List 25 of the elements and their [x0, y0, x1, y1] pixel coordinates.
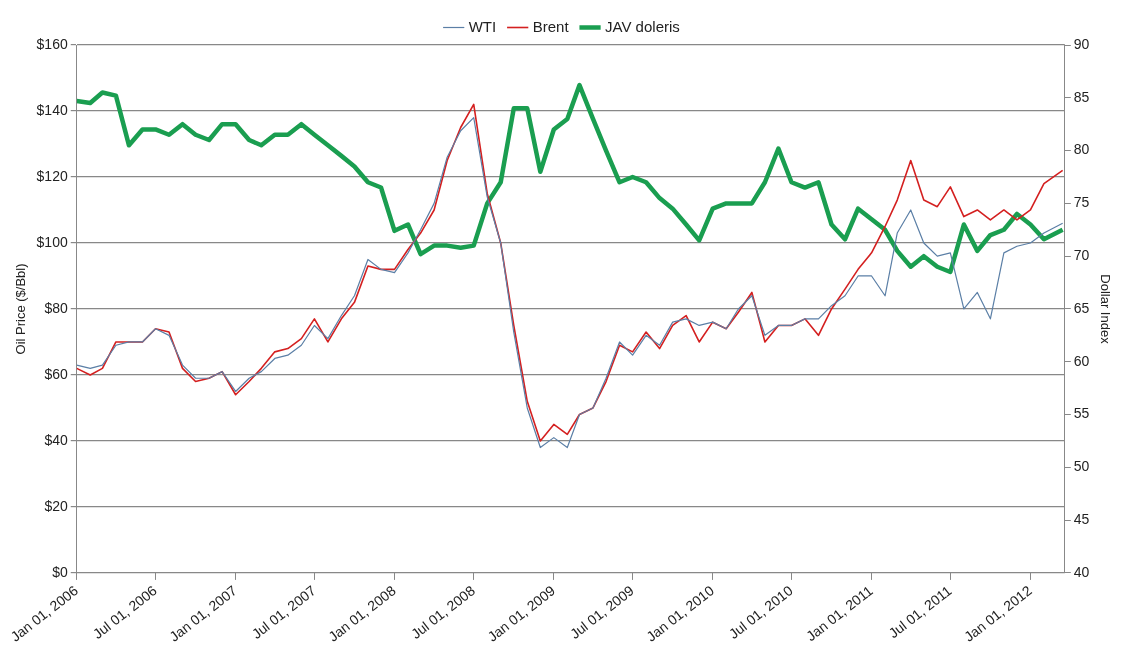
y2-tick-label: 70: [1073, 247, 1090, 264]
y-tick-label: $0: [52, 563, 68, 580]
y-tick-label: $20: [44, 497, 68, 514]
y2-axis-title: Dollar Index: [1097, 274, 1113, 345]
legend-label: WTI: [468, 17, 497, 35]
y-tick-label: $60: [44, 365, 68, 382]
y-tick-label: $140: [36, 101, 68, 118]
y2-tick-label: 60: [1073, 352, 1090, 369]
legend-label: Brent: [532, 17, 570, 35]
y2-tick-label: 80: [1073, 141, 1090, 158]
y-tick-label: $160: [36, 35, 68, 52]
y2-tick-label: 55: [1073, 405, 1090, 422]
y2-tick-label: 85: [1073, 88, 1090, 105]
y2-tick-label: 40: [1073, 563, 1090, 580]
y-tick-label: $80: [44, 299, 68, 316]
y2-tick-label: 50: [1073, 458, 1090, 475]
y2-tick-label: 90: [1073, 35, 1090, 52]
legend-label: JAV doleris: [605, 17, 680, 35]
y2-tick-label: 75: [1073, 194, 1090, 211]
y2-tick-label: 65: [1073, 299, 1090, 316]
y-tick-label: $40: [44, 431, 68, 448]
y2-tick-label: 45: [1073, 510, 1090, 527]
y-tick-label: $100: [36, 233, 68, 250]
y-axis-title: Oil Price ($/Bbl): [13, 263, 29, 355]
y-tick-label: $120: [36, 167, 68, 184]
